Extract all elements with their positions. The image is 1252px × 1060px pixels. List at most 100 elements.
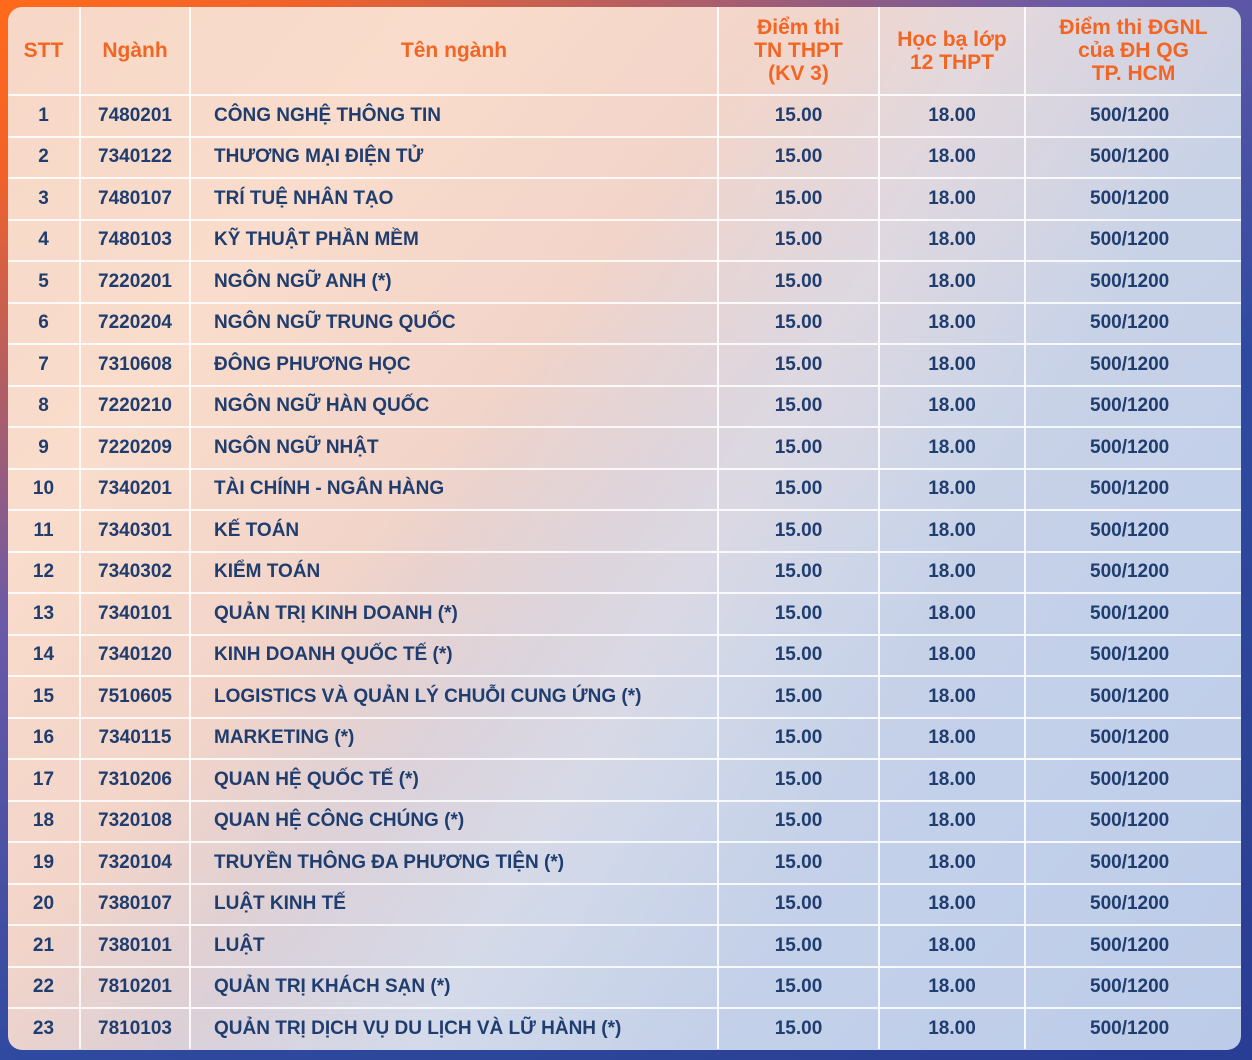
- cell-dgnl-score: 500/1200: [1024, 799, 1241, 843]
- cell-dgnl-score: 500/1200: [1024, 675, 1241, 719]
- table-row: 15 7510605 LOGISTICS VÀ QUẢN LÝ CHUỖI CUNG…: [8, 675, 1241, 719]
- cell-stt: 6: [8, 301, 81, 345]
- table-row: 1 7480201 CÔNG NGHỆ THÔNG TIN 15.00 18.00 500…: [8, 94, 1241, 138]
- cell-dgnl-score: 500/1200: [1024, 509, 1241, 553]
- cell-code: 7380101: [79, 924, 191, 968]
- cell-name: QUẢN TRỊ DỊCH VỤ DU LỊCH VÀ LỮ HÀNH (*): [189, 1007, 719, 1049]
- cell-dgnl-score: 500/1200: [1024, 965, 1241, 1009]
- cell-tn-score: 15.00: [717, 94, 880, 138]
- cell-dgnl-score: 500/1200: [1024, 841, 1241, 885]
- cell-name: KỸ THUẬT PHẦN MỀM: [189, 218, 719, 262]
- cell-stt: 8: [8, 384, 81, 428]
- cell-hb-score: 18.00: [878, 841, 1026, 885]
- header-tn-line3: (KV 3): [768, 62, 829, 85]
- cell-name: QUẢN TRỊ KINH DOANH (*): [189, 592, 719, 636]
- cell-code: 7220201: [79, 260, 191, 304]
- cell-code: 7510605: [79, 675, 191, 719]
- cell-name: LUẬT: [189, 924, 719, 968]
- table-body: 1 7480201 CÔNG NGHỆ THÔNG TIN 15.00 18.00 500…: [8, 94, 1241, 1049]
- table-row: 16 7340115 MARKETING (*) 15.00 18.00 500/1200: [8, 716, 1241, 760]
- cell-name: THƯƠNG MẠI ĐIỆN TỬ: [189, 135, 719, 179]
- cell-tn-score: 15.00: [717, 1007, 880, 1049]
- cell-dgnl-score: 500/1200: [1024, 467, 1241, 511]
- header-name: Tên ngành: [189, 7, 719, 96]
- cell-name: QUAN HỆ QUỐC TẾ (*): [189, 758, 719, 802]
- table-row: 7 7310608 ĐÔNG PHƯƠNG HỌC 15.00 18.00 500/120…: [8, 343, 1241, 387]
- cell-name: LUẬT KINH TẾ: [189, 882, 719, 926]
- cell-name: MARKETING (*): [189, 716, 719, 760]
- cell-code: 7310206: [79, 758, 191, 802]
- cell-tn-score: 15.00: [717, 260, 880, 304]
- cell-stt: 4: [8, 218, 81, 262]
- cell-hb-score: 18.00: [878, 633, 1026, 677]
- cell-stt: 18: [8, 799, 81, 843]
- cell-name: KẾ TOÁN: [189, 509, 719, 553]
- cell-hb-score: 18.00: [878, 426, 1026, 470]
- cell-code: 7480103: [79, 218, 191, 262]
- cell-stt: 1: [8, 94, 81, 138]
- cell-hb-score: 18.00: [878, 965, 1026, 1009]
- table-row: 22 7810201 QUẢN TRỊ KHÁCH SẠN (*) 15.00 18.0…: [8, 965, 1241, 1009]
- cell-tn-score: 15.00: [717, 218, 880, 262]
- cell-code: 7340120: [79, 633, 191, 677]
- cell-dgnl-score: 500/1200: [1024, 882, 1241, 926]
- cell-dgnl-score: 500/1200: [1024, 592, 1241, 636]
- table-row: 23 7810103 QUẢN TRỊ DỊCH VỤ DU LỊCH VÀ LỮ …: [8, 1007, 1241, 1049]
- header-tn-thpt: Điểm thi TN THPT (KV 3): [717, 7, 880, 96]
- cell-tn-score: 15.00: [717, 965, 880, 1009]
- table-row: 19 7320104 TRUYỀN THÔNG ĐA PHƯƠNG TIỆN (*)…: [8, 841, 1241, 885]
- cell-hb-score: 18.00: [878, 301, 1026, 345]
- cell-stt: 17: [8, 758, 81, 802]
- header-dg-line3: TP. HCM: [1091, 62, 1176, 85]
- cell-stt: 23: [8, 1007, 81, 1049]
- cell-hb-score: 18.00: [878, 177, 1026, 221]
- cell-code: 7380107: [79, 882, 191, 926]
- admission-score-table: STT Ngành Tên ngành Điểm thi TN THPT (KV…: [8, 7, 1241, 1049]
- header-dgnl: Điểm thi ĐGNL của ĐH QG TP. HCM: [1024, 7, 1241, 96]
- cell-stt: 19: [8, 841, 81, 885]
- cell-dgnl-score: 500/1200: [1024, 1007, 1241, 1049]
- cell-dgnl-score: 500/1200: [1024, 218, 1241, 262]
- cell-code: 7310608: [79, 343, 191, 387]
- cell-stt: 14: [8, 633, 81, 677]
- cell-code: 7220204: [79, 301, 191, 345]
- cell-tn-score: 15.00: [717, 841, 880, 885]
- cell-tn-score: 15.00: [717, 384, 880, 428]
- cell-dgnl-score: 500/1200: [1024, 260, 1241, 304]
- cell-tn-score: 15.00: [717, 177, 880, 221]
- table-row: 3 7480107 TRÍ TUỆ NHÂN TẠO 15.00 18.00 500/12…: [8, 177, 1241, 221]
- cell-stt: 10: [8, 467, 81, 511]
- cell-name: NGÔN NGỮ HÀN QUỐC: [189, 384, 719, 428]
- cell-tn-score: 15.00: [717, 799, 880, 843]
- table-row: 14 7340120 KINH DOANH QUỐC TẾ (*) 15.00 18.0…: [8, 633, 1241, 677]
- cell-code: 7340101: [79, 592, 191, 636]
- cell-hb-score: 18.00: [878, 758, 1026, 802]
- cell-hb-score: 18.00: [878, 1007, 1026, 1049]
- cell-tn-score: 15.00: [717, 135, 880, 179]
- cell-tn-score: 15.00: [717, 758, 880, 802]
- cell-stt: 12: [8, 550, 81, 594]
- cell-tn-score: 15.00: [717, 426, 880, 470]
- cell-code: 7810103: [79, 1007, 191, 1049]
- cell-stt: 3: [8, 177, 81, 221]
- header-hoc-ba: Học bạ lớp 12 THPT: [878, 7, 1026, 96]
- table-row: 17 7310206 QUAN HỆ QUỐC TẾ (*) 15.00 18.00 50…: [8, 758, 1241, 802]
- table-row: 4 7480103 KỸ THUẬT PHẦN MỀM 15.00 18.00 500/1…: [8, 218, 1241, 262]
- cell-tn-score: 15.00: [717, 509, 880, 553]
- cell-name: QUAN HỆ CÔNG CHÚNG (*): [189, 799, 719, 843]
- table-row: 5 7220201 NGÔN NGỮ ANH (*) 15.00 18.00 500/12…: [8, 260, 1241, 304]
- table-row: 10 7340201 TÀI CHÍNH - NGÂN HÀNG 15.00 18.00…: [8, 467, 1241, 511]
- cell-dgnl-score: 500/1200: [1024, 301, 1241, 345]
- cell-tn-score: 15.00: [717, 592, 880, 636]
- cell-hb-score: 18.00: [878, 260, 1026, 304]
- cell-dgnl-score: 500/1200: [1024, 633, 1241, 677]
- header-tn-line2: TN THPT: [754, 39, 843, 62]
- cell-hb-score: 18.00: [878, 882, 1026, 926]
- table-row: 13 7340101 QUẢN TRỊ KINH DOANH (*) 15.00 18.…: [8, 592, 1241, 636]
- cell-name: QUẢN TRỊ KHÁCH SẠN (*): [189, 965, 719, 1009]
- cell-dgnl-score: 500/1200: [1024, 343, 1241, 387]
- cell-name: KIỂM TOÁN: [189, 550, 719, 594]
- cell-name: TRUYỀN THÔNG ĐA PHƯƠNG TIỆN (*): [189, 841, 719, 885]
- cell-hb-score: 18.00: [878, 592, 1026, 636]
- cell-tn-score: 15.00: [717, 343, 880, 387]
